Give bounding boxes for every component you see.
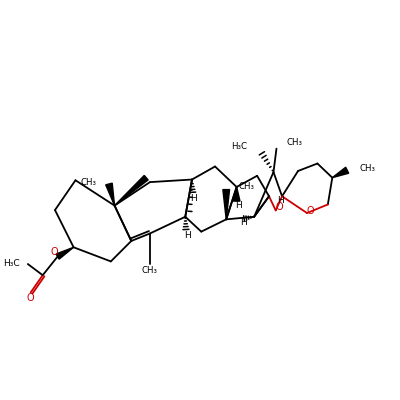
Text: CH₃: CH₃ [286, 138, 302, 147]
Text: H: H [184, 231, 190, 240]
Text: H: H [190, 194, 197, 203]
Text: CH₃: CH₃ [81, 178, 97, 187]
Polygon shape [233, 187, 240, 201]
Polygon shape [114, 176, 148, 206]
Polygon shape [223, 190, 230, 219]
Text: H: H [278, 196, 284, 205]
Text: H₃C: H₃C [231, 142, 247, 150]
Text: O: O [307, 206, 314, 216]
Text: O: O [27, 292, 35, 302]
Text: CH₃: CH₃ [238, 182, 254, 191]
Text: CH₃: CH₃ [360, 164, 376, 173]
Text: H: H [240, 218, 247, 227]
Text: O: O [276, 202, 283, 212]
Text: O: O [51, 247, 58, 257]
Polygon shape [332, 167, 349, 178]
Text: H: H [235, 201, 242, 210]
Polygon shape [56, 247, 74, 259]
Text: H₃C: H₃C [3, 259, 20, 268]
Polygon shape [106, 183, 114, 206]
Text: CH₃: CH₃ [142, 266, 158, 275]
